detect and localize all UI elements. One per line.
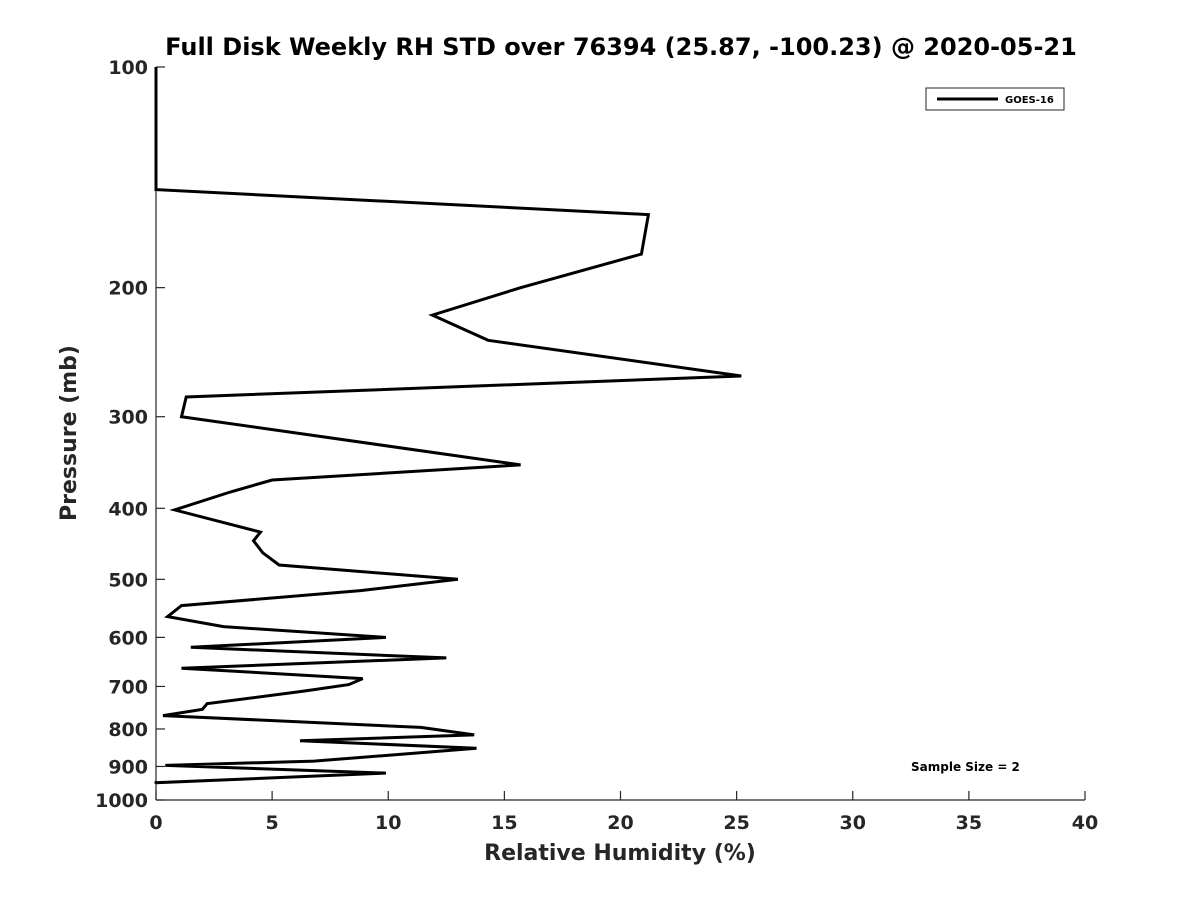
x-tick-label: 25	[723, 812, 749, 834]
y-tick-label: 600	[108, 627, 148, 649]
x-axis-ticks: 0 5 10 15 20 25 30 35 40	[149, 791, 1098, 834]
x-tick-label: 15	[491, 812, 517, 834]
y-axis-ticks: 100 200 300 400 500 600 700 800 900 1000	[95, 57, 165, 812]
x-tick-label: 35	[956, 812, 982, 834]
legend-label: GOES-16	[1005, 95, 1054, 106]
y-axis-label: Pressure (mb)	[57, 345, 82, 521]
x-tick-label: 30	[840, 812, 866, 834]
series-line-goes16	[154, 67, 742, 785]
x-tick-label: 5	[266, 812, 279, 834]
y-tick-label: 800	[108, 719, 148, 741]
y-tick-label: 300	[108, 407, 148, 429]
x-axis-label: Relative Humidity (%)	[484, 841, 756, 866]
y-tick-label: 400	[108, 498, 148, 520]
chart-title: Full Disk Weekly RH STD over 76394 (25.8…	[165, 33, 1077, 61]
y-tick-label: 1000	[95, 790, 148, 812]
x-tick-label: 40	[1072, 812, 1098, 834]
legend: GOES-16	[925, 87, 1065, 111]
y-tick-label: 100	[108, 57, 148, 79]
y-tick-label: 500	[108, 569, 148, 591]
y-tick-label: 700	[108, 676, 148, 698]
x-tick-label: 10	[375, 812, 401, 834]
x-tick-label: 20	[607, 812, 633, 834]
x-tick-label: 0	[149, 812, 162, 834]
y-tick-label: 200	[108, 278, 148, 300]
sample-size-annotation: Sample Size = 2	[911, 760, 1020, 774]
y-tick-label: 900	[108, 756, 148, 778]
